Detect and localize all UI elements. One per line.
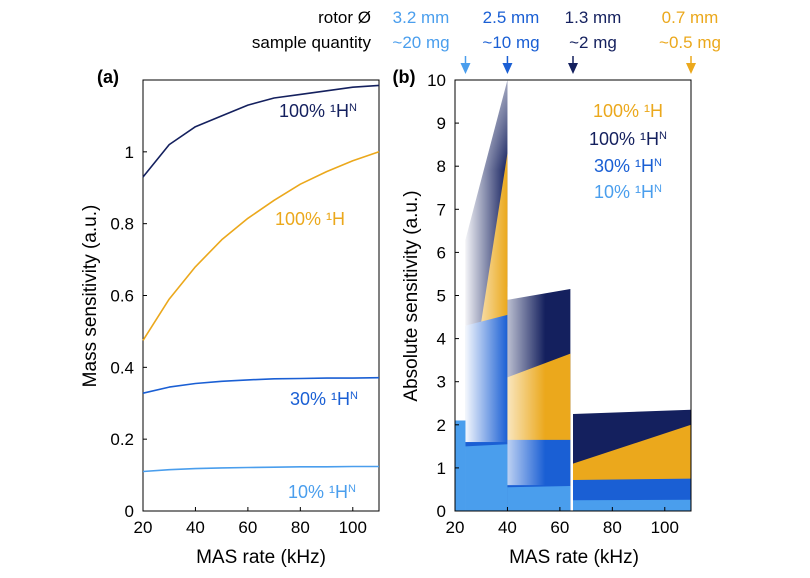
panel-a-xtick-label: 20 [134,518,153,537]
panel-a-ytick-label: 0.4 [110,358,134,377]
panel-a-ytick-label: 0.2 [110,430,134,449]
panel-b-legend-entry-3: 10% ¹HN [594,182,662,202]
panel-b-xtick-label: 60 [550,518,569,537]
panel-b-ticks: 20 40 60 80 100 0 1 2 3 4 5 6 7 8 9 10 [427,71,679,537]
panel-b-ytick-label: 4 [437,330,446,349]
rotor-arrow-head-3 [686,63,696,74]
panel-b-y-axis-label: Absolute sensitivity (a.u.) [401,190,422,401]
panel-a-line-1 [142,151,380,341]
panel-b-xtick-label: 20 [446,518,465,537]
rotor-arrow-head-1 [502,63,513,74]
panel-b-legend-entry-1-text: 100% ¹H [589,129,659,149]
panel-b-area-3-segment-2 [507,486,571,511]
panel-b-legend-entry-2-superscript: N [654,157,662,169]
panel-b-areas [455,80,691,511]
rotor-quantity-3: ~0.5 mg [659,33,721,52]
panel-a-xtick-label: 40 [186,518,205,537]
panel-a-series-label-2-superscript: N [350,390,358,402]
rotor-label: rotor Ø [318,8,371,27]
panel-a-line-0 [142,84,380,178]
panel-a-xtick-label: 100 [339,518,367,537]
panel-a-label: (a) [97,67,119,87]
panel-a-xtick-label: 60 [238,518,257,537]
panel-a-series-label-2: 30% ¹HN [290,389,358,409]
panel-a-y-axis-label: Mass sensitivity (a.u.) [80,205,101,388]
panel-b-xtick-label: 100 [651,518,679,537]
panel-a-series-label-0-text: 100% ¹H [279,101,349,121]
panel-b-fade-overlay-2 [507,286,546,486]
panel-a-plot-frame [142,79,380,512]
rotor-size-3: 0.7 mm [662,8,719,27]
panel-b-xtick-label: 40 [498,518,517,537]
panel-a-series-label-0-superscript: N [349,102,357,114]
panel-b-ytick-label: 7 [437,200,446,219]
rotor-size-0: 3.2 mm [393,8,450,27]
rotor-columns: 3.2 mm ~20 mg 2.5 mm ~10 mg 1.3 mm ~2 mg 0.7 m… [392,8,721,74]
panel-b-top-fade-overlay [465,80,508,170]
panel-b-ytick-label: 0 [437,502,446,521]
panel-b-ytick-label: 9 [437,114,446,133]
panel-a-ticks: 20 40 60 80 100 0 0.2 0.4 0.6 0.8 1 [110,143,367,537]
panel-b-legend-entry-1: 100% ¹HN [589,129,667,149]
panel-b-ytick-label: 8 [437,157,446,176]
panel-a-line-3 [142,465,379,473]
panel-b-label: (b) [393,67,416,87]
panel-a-series-label-3-text: 10% ¹H [288,482,348,502]
panel-b-legend-entry-3-text: 10% ¹H [594,182,654,202]
rotor-quantity-0: ~20 mg [392,33,449,52]
panel-a-xtick-label: 80 [291,518,310,537]
panel-b-legend-entry-3-superscript: N [654,183,662,195]
panel-b-xtick-label: 80 [603,518,622,537]
panel-a-line-2 [142,376,380,394]
rotor-arrow-head-2 [568,63,578,74]
panel-a-series-label-1-text: 100% ¹H [275,209,345,229]
panel-b-legend-entry-0: 100% ¹H [593,101,663,121]
rotor-header: rotor Ø sample quantity 3.2 mm ~20 mg 2.5 … [252,8,721,74]
panel-b-legend-entry-1-superscript: N [659,130,667,142]
panel-b-legend-entry-0-text: 100% ¹H [593,101,663,121]
panel-b-ytick-label: 5 [437,287,446,306]
panel-b-ytick-label: 3 [437,373,446,392]
rotor-size-2: 1.3 mm [565,8,622,27]
panel-b-ytick-label: 2 [437,416,446,435]
panel-b-area-3-segment-3 [573,499,691,511]
panel-a-series-label-0: 100% ¹HN [279,101,357,121]
panel-a-x-axis-label: MAS rate (kHz) [196,547,326,568]
panel-b-area-3-segment-0 [455,420,466,511]
panel-b-legend-entry-2: 30% ¹HN [594,156,662,176]
panel-b-area-3-segment-1 [465,444,508,511]
rotor-quantity-2: ~2 mg [569,33,617,52]
panel-b-legend-entry-2-text: 30% ¹H [594,156,654,176]
rotor-quantity-1: ~10 mg [482,33,539,52]
panel-a-ytick-label: 0 [125,502,134,521]
rotor-arrow-head-0 [460,63,471,74]
rotor-size-1: 2.5 mm [483,8,540,27]
panel-a-series-label-1: 100% ¹H [275,209,345,229]
panel-a-ytick-label: 0.6 [110,287,134,306]
sample-quantity-label: sample quantity [252,33,372,52]
panel-a-series-label-3-superscript: N [348,483,356,495]
panel-b-ytick-label: 10 [427,71,446,90]
panel-a-ytick-label: 0.8 [110,215,134,234]
panel-a-lines [142,84,380,473]
panel-b-x-axis-label: MAS rate (kHz) [509,547,639,568]
panel-a-series-label-2-text: 30% ¹H [290,389,350,409]
panel-a-ytick-label: 1 [125,143,134,162]
panel-a-series-label-3: 10% ¹HN [288,482,356,502]
panel-b-ytick-label: 1 [437,459,446,478]
panel-b-ytick-label: 6 [437,243,446,262]
